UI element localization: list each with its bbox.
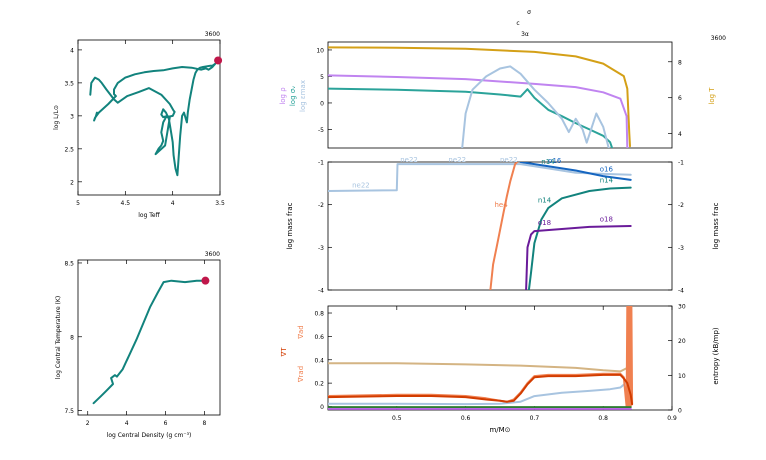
x-tick-label: 2 xyxy=(86,420,90,427)
x-tick-label: 0.5 xyxy=(392,415,402,422)
tc-frame xyxy=(77,259,221,416)
model-number: 3600 xyxy=(205,251,220,258)
x-tick-label: 6 xyxy=(164,420,168,427)
x-axis-label: log Teff xyxy=(138,212,160,219)
y-tick-label: 2.5 xyxy=(64,146,74,153)
x-tick-label: 3.5 xyxy=(215,200,225,207)
model-number: 3600 xyxy=(205,31,220,38)
species-label: ne22 xyxy=(448,156,466,164)
profile-mid-frame xyxy=(327,161,673,291)
y-tick-label: 0.6 xyxy=(314,334,324,341)
y-tick-label: 3 xyxy=(70,113,74,120)
y-axis-label-right: entropy (kB/mp) xyxy=(712,327,720,385)
y-tick-label: 8.5 xyxy=(64,260,74,267)
y-tick-label: 8 xyxy=(70,334,74,341)
y-tick-label: -2 xyxy=(318,202,324,209)
model-number: 3600 xyxy=(711,35,726,42)
series-line xyxy=(525,225,632,290)
left-axis-label: log ρ xyxy=(279,87,287,105)
y-tick-label: 7.5 xyxy=(64,408,74,415)
y-tick-label: 0 xyxy=(320,100,324,107)
x-tick-label: 0.9 xyxy=(667,415,677,422)
y-tick-label: 0.4 xyxy=(314,357,324,364)
series-line xyxy=(328,74,629,148)
series-line xyxy=(489,162,519,290)
y-tick-label: 0.2 xyxy=(314,381,324,388)
y-tick-label: 0.8 xyxy=(314,311,324,318)
y-tick-label: 10 xyxy=(678,373,686,380)
series-line xyxy=(461,65,610,148)
top-label: σ xyxy=(527,9,531,16)
x-tick-label: 0.6 xyxy=(461,415,471,422)
hr-frame xyxy=(77,39,221,196)
right-axis-label: log T xyxy=(708,87,716,105)
series-line xyxy=(328,163,632,192)
y-tick-label: 20 xyxy=(678,338,686,345)
y-tick-label: 3.5 xyxy=(64,80,74,87)
left-axis-label: ∇rad xyxy=(297,366,305,383)
y-axis-label-right: log mass frac xyxy=(712,202,720,249)
y-tick-label: 0 xyxy=(320,404,324,411)
species-label: o18 xyxy=(600,216,613,224)
species-label: n14 xyxy=(541,158,555,166)
y-axis-label: log L/L⊙ xyxy=(53,105,60,130)
y-tick-label-right: -4 xyxy=(678,288,684,295)
current-model-dot xyxy=(201,276,210,285)
y-tick-label: -5 xyxy=(318,127,324,134)
y-tick-label: 6 xyxy=(678,95,682,102)
left-axis-label: ∇T xyxy=(280,347,288,358)
x-axis-label: log Central Density (g cm⁻³) xyxy=(107,432,192,439)
series-line xyxy=(527,186,632,290)
series-line xyxy=(328,46,631,148)
y-tick-label-right: -2 xyxy=(678,202,684,209)
x-tick-label: 4 xyxy=(171,200,175,207)
y-tick-label: 10 xyxy=(316,47,324,54)
x-tick-label: 8 xyxy=(203,420,207,427)
profile-bottom-frame xyxy=(327,305,673,411)
y-tick-label-right: -3 xyxy=(678,245,684,252)
y-tick-label: 8 xyxy=(678,59,682,66)
species-label: ne22 xyxy=(352,182,370,190)
y-axis-label: log Central Temperature (K) xyxy=(55,296,62,379)
species-label: n14 xyxy=(538,197,552,205)
species-label: ne22 xyxy=(500,156,518,164)
y-tick-label: 0 xyxy=(678,408,682,415)
y-tick-label: -4 xyxy=(318,288,324,295)
current-model-dot xyxy=(214,56,223,65)
y-axis-label: log mass frac xyxy=(286,202,294,249)
species-label: o16 xyxy=(548,157,562,165)
top-label: c xyxy=(516,20,519,27)
y-tick-label: -1 xyxy=(318,160,324,167)
left-axis-label: log σᵥ xyxy=(289,86,297,106)
x-tick-label: 4 xyxy=(125,420,129,427)
y-tick-label: 2 xyxy=(70,179,74,186)
series-line xyxy=(328,353,632,406)
series-line xyxy=(89,62,217,177)
species-label: o16 xyxy=(600,165,614,173)
y-tick-label: 4 xyxy=(70,47,74,54)
x-tick-label: 0.8 xyxy=(598,415,608,422)
series-line xyxy=(328,373,634,406)
x-tick-label: 4.5 xyxy=(121,200,131,207)
species-label: n14 xyxy=(600,176,614,184)
left-axis-label: log εmax xyxy=(299,80,307,112)
y-tick-label-right: -1 xyxy=(678,160,684,167)
species-label: ne22 xyxy=(400,156,418,164)
x-tick-label: 5 xyxy=(76,200,80,207)
species-label: o18 xyxy=(538,219,551,227)
y-tick-label: -3 xyxy=(318,245,324,252)
y-tick-label: 5 xyxy=(320,74,324,81)
x-axis-label: m/M⊙ xyxy=(489,426,510,434)
x-tick-label: 0.7 xyxy=(530,415,540,422)
top-label: 3α xyxy=(521,31,529,38)
y-tick-label: 4 xyxy=(678,131,682,138)
species-label: he4 xyxy=(494,201,508,209)
series-line xyxy=(328,362,632,373)
series-line xyxy=(92,279,206,405)
left-axis-label: ∇ad xyxy=(297,325,305,339)
y-tick-label: 30 xyxy=(678,304,686,311)
series-line xyxy=(519,162,632,181)
profile-top-frame xyxy=(327,41,673,149)
